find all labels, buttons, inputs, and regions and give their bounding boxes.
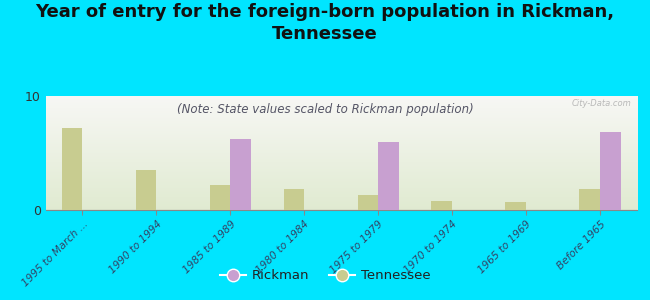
Legend: Rickman, Tennessee: Rickman, Tennessee: [214, 264, 436, 287]
Bar: [579, 190, 600, 210]
Bar: [506, 202, 526, 210]
Bar: [136, 170, 157, 210]
Bar: [283, 190, 304, 210]
Bar: [358, 195, 378, 210]
Text: City-Data.com: City-Data.com: [571, 99, 631, 108]
Text: (Note: State values scaled to Rickman population): (Note: State values scaled to Rickman po…: [177, 103, 473, 116]
Bar: [432, 201, 452, 210]
Text: Year of entry for the foreign-born population in Rickman,
Tennessee: Year of entry for the foreign-born popul…: [36, 3, 614, 43]
Bar: [600, 133, 621, 210]
Bar: [378, 142, 399, 210]
Bar: [62, 128, 83, 210]
Bar: [210, 185, 230, 210]
Bar: [230, 139, 251, 210]
